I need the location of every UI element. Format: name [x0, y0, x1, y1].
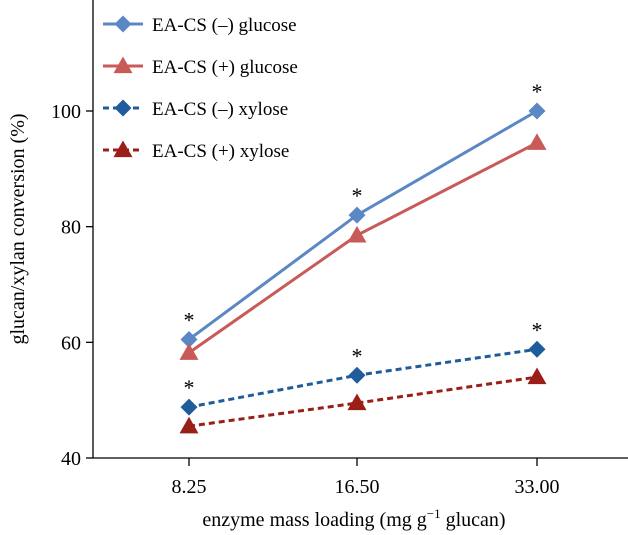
data-point-marker — [527, 367, 547, 385]
x-axis-title-suffix: glucan) — [441, 509, 506, 531]
significance-asterisk: * — [532, 79, 543, 104]
x-axis-title-superscript: −1 — [427, 506, 441, 521]
legend-item: EA-CS (+) glucose — [103, 56, 298, 78]
legend-item: EA-CS (+) xylose — [103, 140, 289, 162]
series-2 — [179, 133, 547, 360]
legend-marker — [114, 99, 132, 117]
data-point-marker — [528, 340, 546, 358]
data-point-marker — [180, 330, 198, 348]
data-point-marker — [179, 343, 199, 360]
y-tick-label: 40 — [61, 448, 81, 470]
legend-item: EA-CS (–) xylose — [103, 99, 288, 120]
series-line — [188, 141, 538, 354]
series-3 — [180, 340, 546, 416]
significance-asterisk: * — [352, 183, 363, 208]
legend-marker — [113, 56, 133, 74]
y-tick-label: 80 — [61, 217, 81, 239]
data-point-marker — [527, 133, 547, 150]
significance-asterisk: * — [352, 343, 363, 368]
x-tick-label: 16.50 — [335, 476, 380, 498]
x-tick-label: 8.25 — [172, 476, 207, 498]
plot-area: 40 60 80 100 8.25 16.50 33.00 * * * * * * EA-CS (–… — [51, 0, 628, 498]
data-point-marker — [179, 416, 199, 434]
data-point-marker — [347, 225, 367, 243]
series-layer — [179, 102, 547, 434]
x-axis-ticks: 8.25 16.50 33.00 — [172, 458, 560, 498]
series-line — [188, 347, 538, 409]
x-axis-title-main: enzyme mass loading (mg g — [202, 509, 426, 531]
y-axis-ticks: 40 60 80 100 — [51, 101, 93, 470]
legend-label: EA-CS (–) glucose — [152, 15, 297, 36]
significance-asterisk: * — [184, 307, 195, 332]
significance-asterisk: * — [532, 317, 543, 342]
data-point-marker — [348, 206, 366, 224]
legend-label: EA-CS (–) xylose — [152, 99, 288, 120]
series-4 — [179, 367, 547, 434]
series-1 — [180, 102, 546, 348]
legend-label: EA-CS (+) xylose — [152, 141, 289, 162]
y-tick-label: 100 — [51, 101, 81, 123]
x-axis-title: enzyme mass loading (mg g−1 glucan) — [202, 506, 505, 531]
legend-label: EA-CS (+) glucose — [152, 57, 298, 78]
legend-item: EA-CS (–) glucose — [103, 15, 297, 36]
annotation-layer: * * * * * * — [184, 79, 543, 400]
data-point-marker — [180, 398, 198, 416]
legend-marker — [114, 15, 132, 33]
x-tick-label: 33.00 — [515, 476, 560, 498]
significance-asterisk: * — [184, 375, 195, 400]
legend: EA-CS (–) glucose EA-CS (+) glucose EA-CS … — [103, 15, 298, 162]
series-line — [188, 375, 538, 428]
data-point-marker — [348, 366, 366, 384]
data-point-marker — [347, 393, 367, 411]
data-point-marker — [528, 102, 546, 120]
y-axis-title: glucan/xylan conversion (%) — [7, 113, 29, 344]
legend-marker — [113, 140, 133, 158]
y-tick-label: 60 — [61, 332, 81, 354]
